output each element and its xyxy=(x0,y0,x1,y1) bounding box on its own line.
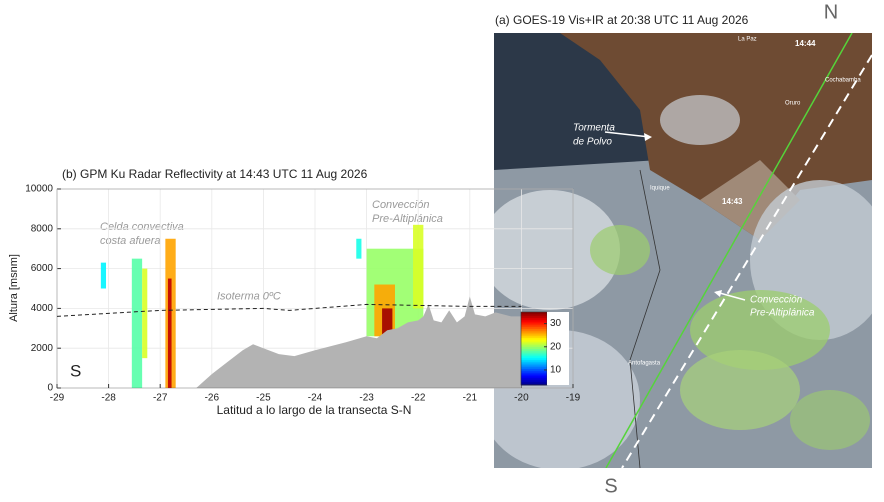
colorbar-segment xyxy=(521,322,547,326)
colorbar-segment xyxy=(521,364,547,368)
colorbar-segment xyxy=(521,321,547,324)
time-label: 14:43 xyxy=(722,197,743,206)
colorbar-segment xyxy=(521,355,547,359)
y-axis-label: Altura [msnm] xyxy=(8,254,20,322)
colorbar-segment xyxy=(521,357,547,360)
echo xyxy=(356,238,362,259)
colorbar-segment xyxy=(521,339,547,342)
echo xyxy=(131,258,143,388)
south-label: S xyxy=(70,361,81,380)
north-label: N xyxy=(824,1,838,23)
colorbar-segment xyxy=(521,317,547,320)
colorbar-segment xyxy=(521,315,547,318)
colorbar-segment xyxy=(521,344,547,348)
annotation: Celda convectiva xyxy=(100,221,184,233)
plot-frame xyxy=(56,188,574,389)
y-tick-label: 2000 xyxy=(31,343,54,354)
colorbar-segment xyxy=(521,326,547,329)
colorbar-segment xyxy=(521,359,547,362)
y-tick-label: 6000 xyxy=(31,263,54,274)
colorbar-segment xyxy=(521,366,547,370)
x-tick-label: -23 xyxy=(359,393,374,404)
colorbar-segment xyxy=(521,343,547,346)
x-tick-label: -29 xyxy=(50,393,65,404)
colorbar-segment xyxy=(521,324,547,328)
colorbar-segment xyxy=(521,374,547,377)
y-tick-label: 10000 xyxy=(25,184,53,195)
colorbar-segment xyxy=(521,337,547,340)
colorbar-segment xyxy=(521,377,547,381)
isotherm-label: Isoterma 0ºC xyxy=(217,290,281,302)
x-tick-label: -20 xyxy=(514,393,529,404)
south-label: S xyxy=(604,475,617,497)
terrain-area xyxy=(196,296,522,388)
colorbar-segment xyxy=(521,363,547,366)
colorbar-segment xyxy=(521,350,547,353)
colorbar-segment xyxy=(521,346,547,349)
colorbar-segment xyxy=(521,332,547,335)
place-label: La Paz xyxy=(738,37,757,43)
dust-label: Tormenta xyxy=(573,123,615,134)
echo xyxy=(382,308,393,337)
convection-label: Convección xyxy=(750,295,803,306)
x-tick-label: -24 xyxy=(308,393,323,404)
colorbar-segment xyxy=(521,319,547,322)
place-label: Oruro xyxy=(785,101,801,107)
place-label: Antofagasta xyxy=(628,361,661,367)
satellite-title: (a) GOES-19 Vis+IR at 20:38 UTC 11 Aug 2… xyxy=(495,13,749,27)
x-tick-label: -21 xyxy=(463,393,478,404)
colorbar-tick-label: 10 xyxy=(550,365,562,376)
colorbar-segment xyxy=(521,348,547,351)
colorbar-tick-label: 20 xyxy=(550,341,562,352)
x-axis-label: Latitud a lo largo de la transecta S-N xyxy=(217,403,412,417)
time-label: 14:44 xyxy=(795,39,816,48)
x-tick-label: -28 xyxy=(101,393,116,404)
convection-label: Pre-Altiplánica xyxy=(750,308,815,319)
colorbar-segment xyxy=(521,328,547,331)
colorbar-segment xyxy=(521,341,547,344)
annotation: Convección xyxy=(372,199,429,211)
colorbar-segment xyxy=(521,335,547,339)
colorbar-segment xyxy=(521,352,547,355)
dust-label: de Polvo xyxy=(573,137,612,148)
echo xyxy=(413,224,424,309)
colorbar-label-bg xyxy=(547,312,569,385)
colorbar-segment xyxy=(521,370,547,373)
satellite-image xyxy=(494,33,872,468)
colorbar-segment xyxy=(521,313,547,317)
colorbar-segment xyxy=(521,368,547,371)
echo xyxy=(142,268,148,359)
chart-title: (b) GPM Ku Radar Reflectivity at 14:43 U… xyxy=(62,167,368,181)
colorbar-segment xyxy=(521,381,547,384)
x-tick-label: -19 xyxy=(566,393,581,404)
annotation: costa afuera xyxy=(100,235,161,247)
echo xyxy=(167,278,172,388)
colorbar-segment xyxy=(521,375,547,379)
isotherm-line xyxy=(56,303,522,317)
colorbar-segment xyxy=(521,353,547,357)
y-tick-label: 8000 xyxy=(31,223,54,234)
x-tick-label: -25 xyxy=(256,393,271,404)
colorbar-segment xyxy=(521,379,547,382)
colorbar-segment xyxy=(521,330,547,333)
place-label: Iquique xyxy=(650,186,670,192)
colorbar-segment xyxy=(521,361,547,364)
colorbar-segment xyxy=(521,312,547,315)
y-tick-label: 4000 xyxy=(31,303,54,314)
place-label: Cochabamba xyxy=(825,78,861,84)
colorbar-tick-label: 30 xyxy=(550,318,562,329)
colorbar-segment xyxy=(521,383,547,386)
colorbar-segment xyxy=(521,333,547,337)
x-tick-label: -22 xyxy=(411,393,426,404)
colorbar-segment xyxy=(521,372,547,375)
echo xyxy=(100,262,107,289)
annotation: Pre-Altiplánica xyxy=(372,213,443,225)
x-tick-label: -26 xyxy=(205,393,220,404)
x-tick-label: -27 xyxy=(153,393,168,404)
y-tick-label: 0 xyxy=(47,383,53,394)
